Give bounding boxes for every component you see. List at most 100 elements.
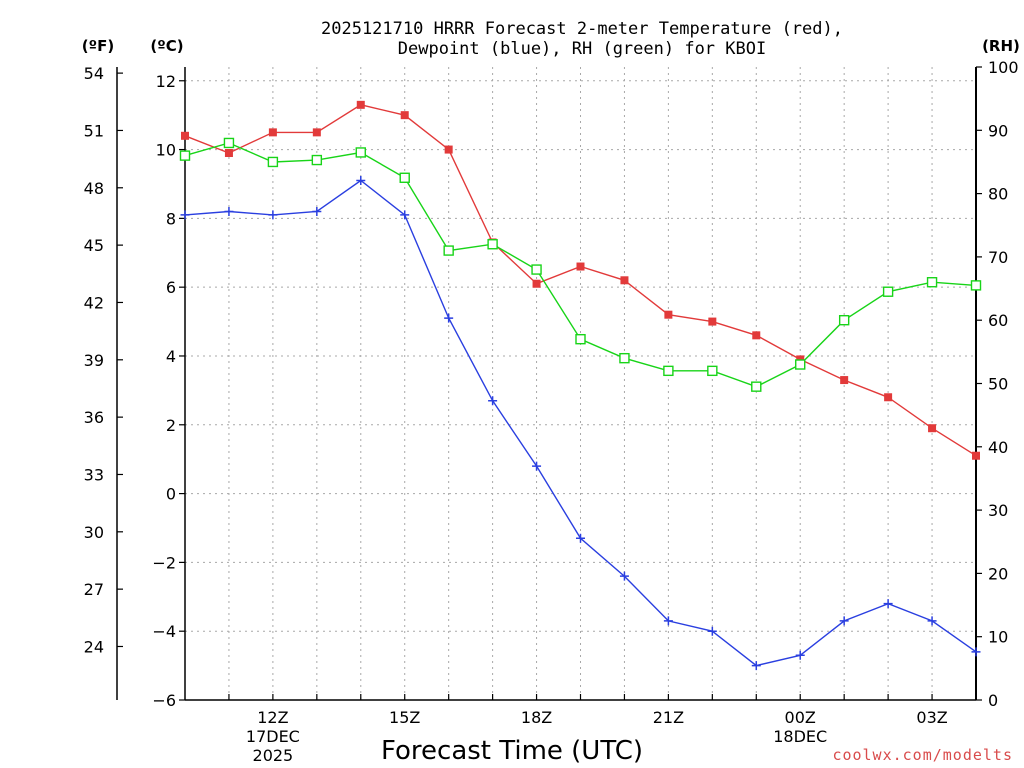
axes: 121086420−2−4−65451484542393633302724100…	[84, 58, 1019, 765]
x-tick-label: 21Z	[653, 708, 684, 727]
dewpoint-point	[751, 661, 761, 671]
source-credit: coolwx.com/modelts	[832, 746, 1013, 764]
fahrenheit-tick-label: 39	[84, 351, 104, 370]
rh-point	[882, 286, 894, 297]
temperature-point	[884, 393, 893, 402]
rh-point	[663, 365, 674, 377]
temperature-point	[444, 145, 453, 154]
celsius-tick-label: 10	[156, 141, 176, 160]
rh-point	[267, 156, 279, 168]
dewpoint-point	[180, 210, 190, 220]
temperature-point	[532, 279, 541, 288]
temperature-point	[708, 317, 717, 326]
temperature-point	[972, 451, 980, 460]
dewpoint-point	[532, 461, 542, 471]
x-tick-label: 18Z	[521, 708, 552, 727]
dewpoint-point	[707, 626, 717, 636]
x-tick-label: 03Z	[916, 708, 947, 727]
temperature-point	[620, 276, 629, 285]
fahrenheit-tick-label: 51	[84, 121, 104, 140]
rh-point	[355, 147, 366, 158]
celsius-tick-label: 4	[166, 347, 176, 366]
rh-point	[970, 280, 982, 291]
dewpoint-point	[268, 210, 278, 220]
x-tick-label: 12Z	[257, 708, 288, 727]
dewpoint-point	[663, 616, 673, 626]
x-tick-label: 2025	[253, 746, 294, 765]
temperature-point	[181, 131, 189, 140]
dewpoint-point	[488, 396, 498, 406]
rh-point	[487, 239, 498, 250]
celsius-tick-label: −6	[152, 691, 176, 710]
dewpoint-point	[312, 206, 322, 216]
rh-tick-label: 50	[988, 375, 1008, 394]
rh-point	[399, 172, 410, 183]
dewpoint-point	[444, 313, 454, 323]
rh-tick-label: 70	[988, 248, 1008, 267]
dewpoint-point	[400, 210, 410, 220]
temperature-point	[840, 376, 849, 385]
fahrenheit-unit-label: (ºF)	[82, 37, 114, 55]
rh-tick-label: 90	[988, 121, 1008, 140]
fahrenheit-tick-label: 42	[84, 293, 104, 312]
rh-point	[751, 381, 762, 392]
dewpoint-point	[356, 176, 366, 186]
celsius-tick-label: 8	[166, 209, 176, 228]
rh-tick-label: 20	[988, 564, 1008, 583]
chart-title-line2: Dewpoint (blue), RH (green) for KBOI	[398, 39, 766, 59]
dewpoint-point	[619, 571, 629, 581]
fahrenheit-tick-label: 27	[84, 580, 104, 599]
dewpoint-point	[224, 206, 234, 216]
rh-point	[531, 264, 542, 275]
celsius-tick-label: 2	[166, 416, 176, 435]
rh-point	[443, 245, 454, 256]
chart-title-line1: 2025121710 HRRR Forecast 2-meter Tempera…	[321, 19, 843, 39]
celsius-tick-label: 6	[166, 278, 176, 297]
x-tick-label: 15Z	[389, 708, 420, 727]
rh-tick-label: 40	[988, 438, 1008, 457]
fahrenheit-tick-label: 24	[84, 637, 104, 656]
dewpoint-point	[795, 650, 805, 660]
rh-point	[311, 154, 323, 166]
rh-tick-label: 10	[988, 628, 1008, 647]
rh-tick-label: 80	[988, 185, 1008, 204]
temperature-point	[752, 331, 761, 340]
temperature-point	[268, 128, 277, 137]
temperature-point	[312, 128, 321, 137]
rh-tick-label: 60	[988, 311, 1008, 330]
rh-point	[223, 137, 235, 149]
rh-tick-label: 100	[988, 58, 1019, 77]
rh-point	[795, 359, 806, 370]
celsius-tick-label: −4	[152, 622, 176, 641]
rh-unit-label: (RH)	[982, 37, 1020, 55]
rh-point	[838, 315, 850, 326]
dewpoint-point	[839, 616, 849, 626]
temperature-point	[928, 424, 937, 433]
temperature-point	[224, 149, 233, 158]
fahrenheit-tick-label: 30	[84, 523, 104, 542]
fahrenheit-tick-label: 54	[84, 64, 104, 83]
dewpoint-point	[576, 533, 585, 543]
fahrenheit-tick-label: 45	[84, 236, 104, 255]
grid-lines	[185, 67, 976, 700]
celsius-tick-label: 0	[166, 485, 176, 504]
rh-point	[619, 352, 630, 364]
rh-tick-label: 0	[988, 691, 998, 710]
dewpoint-point	[883, 599, 893, 609]
rh-point	[179, 150, 191, 161]
fahrenheit-tick-label: 33	[84, 465, 104, 484]
temperature-point	[576, 262, 585, 271]
x-axis-title: Forecast Time (UTC)	[381, 736, 643, 766]
celsius-unit-label: (ºC)	[150, 37, 183, 55]
temperature-point	[664, 310, 673, 319]
celsius-tick-label: 12	[156, 72, 176, 91]
rh-point	[926, 277, 938, 288]
rh-tick-label: 30	[988, 501, 1008, 520]
x-tick-label: 17DEC	[246, 727, 300, 746]
rh-point	[707, 365, 718, 377]
celsius-tick-label: −2	[152, 553, 176, 572]
x-tick-label: 00Z	[785, 708, 816, 727]
temperature-point	[400, 111, 409, 120]
fahrenheit-tick-label: 36	[84, 408, 104, 427]
